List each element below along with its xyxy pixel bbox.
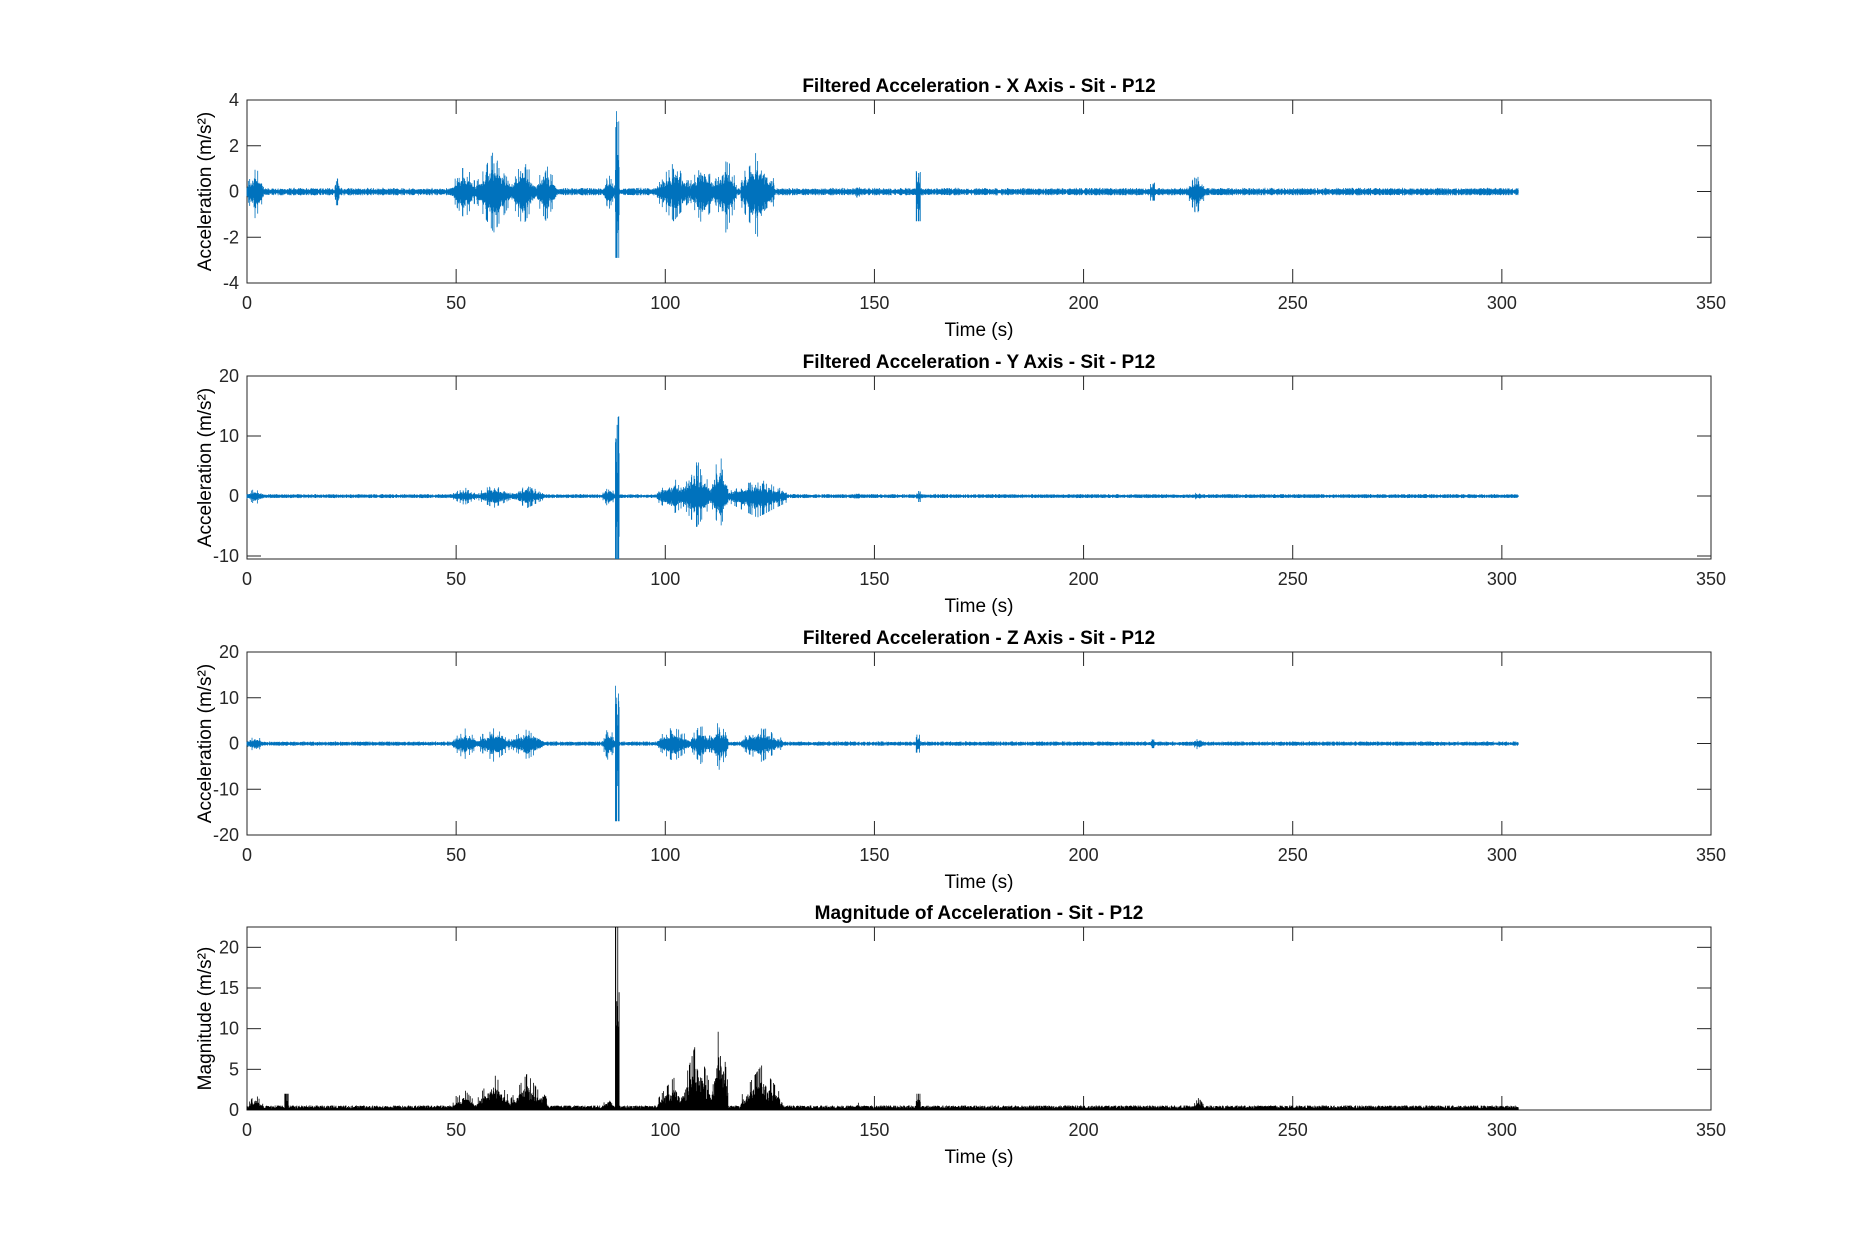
subplot-title: Filtered Acceleration - X Axis - Sit - P… — [802, 76, 1155, 97]
subplot-x-axis: Filtered Acceleration - X Axis - Sit - P… — [195, 76, 1726, 341]
y-tick-label: 5 — [229, 1059, 239, 1079]
x-tick-label: 150 — [859, 845, 889, 865]
plot-area — [246, 926, 1712, 1111]
y-tick-label: -2 — [223, 227, 239, 247]
x-tick-label: 250 — [1278, 569, 1308, 589]
x-tick-label: 100 — [650, 845, 680, 865]
x-tick-label: 350 — [1696, 1120, 1726, 1140]
x-tick-label: 250 — [1278, 845, 1308, 865]
y-tick-label: 20 — [219, 642, 239, 662]
x-tick-label: 50 — [446, 569, 466, 589]
x-tick-label: 200 — [1069, 845, 1099, 865]
subplot-magnitude: Magnitude of Acceleration - Sit - P12 Ma… — [195, 903, 1726, 1168]
y-axis-label: Magnitude (m/s²) — [195, 947, 216, 1091]
y-tick-label: 4 — [229, 90, 239, 110]
y-tick-label: -20 — [213, 825, 239, 845]
x-tick-label: 50 — [446, 293, 466, 313]
y-tick-label: 0 — [229, 182, 239, 202]
y-axis-label: Acceleration (m/s²) — [195, 664, 216, 823]
x-tick-label: 0 — [242, 293, 252, 313]
x-tick-label: 350 — [1696, 569, 1726, 589]
x-tick-label: 100 — [650, 293, 680, 313]
x-tick-label: 250 — [1278, 1120, 1308, 1140]
x-tick-label: 150 — [859, 293, 889, 313]
subplot-title: Filtered Acceleration - Y Axis - Sit - P… — [803, 352, 1156, 373]
x-tick-label: 50 — [446, 1120, 466, 1140]
x-tick-label: 200 — [1069, 293, 1099, 313]
series-line — [246, 111, 1519, 258]
y-tick-label: -10 — [213, 546, 239, 566]
x-axis-label: Time (s) — [945, 872, 1014, 893]
x-axis-label: Time (s) — [945, 1147, 1014, 1168]
y-tick-label: 20 — [219, 366, 239, 386]
y-tick-label: 0 — [229, 734, 239, 754]
ticks-layer: 0 50 100 150 200 250 300 350 -20 -10 0 10 20 — [213, 642, 1726, 865]
series-line — [246, 927, 1519, 1110]
y-axis-label: Acceleration (m/s²) — [195, 112, 216, 271]
ticks-layer: 0 50 100 150 200 250 300 350 -4 -2 0 2 4 — [223, 90, 1726, 313]
x-tick-label: 50 — [446, 845, 466, 865]
x-tick-label: 150 — [859, 1120, 889, 1140]
x-axis-label: Time (s) — [945, 320, 1014, 341]
y-tick-label: 2 — [229, 136, 239, 156]
plot-area — [246, 375, 1712, 560]
y-tick-label: -4 — [223, 273, 239, 293]
y-tick-label: 10 — [219, 426, 239, 446]
x-tick-label: 300 — [1487, 1120, 1517, 1140]
series-line — [246, 685, 1519, 822]
x-tick-label: 0 — [242, 845, 252, 865]
subplot-z-axis: Filtered Acceleration - Z Axis - Sit - P… — [195, 628, 1726, 893]
y-tick-label: -10 — [213, 779, 239, 799]
x-tick-label: 150 — [859, 569, 889, 589]
x-tick-label: 0 — [242, 1120, 252, 1140]
x-tick-label: 350 — [1696, 293, 1726, 313]
subplot-title: Magnitude of Acceleration - Sit - P12 — [815, 903, 1144, 924]
subplot-y-axis: Filtered Acceleration - Y Axis - Sit - P… — [195, 352, 1726, 617]
y-tick-label: 15 — [219, 978, 239, 998]
x-tick-label: 0 — [242, 569, 252, 589]
x-tick-label: 250 — [1278, 293, 1308, 313]
x-tick-label: 300 — [1487, 293, 1517, 313]
y-tick-label: 0 — [229, 486, 239, 506]
x-tick-label: 200 — [1069, 1120, 1099, 1140]
y-tick-label: 0 — [229, 1100, 239, 1120]
series-line — [246, 416, 1519, 559]
y-tick-label: 10 — [219, 1019, 239, 1039]
x-axis-label: Time (s) — [945, 596, 1014, 617]
x-tick-label: 300 — [1487, 569, 1517, 589]
x-tick-label: 300 — [1487, 845, 1517, 865]
y-axis-label: Acceleration (m/s²) — [195, 388, 216, 547]
ticks-layer: 0 50 100 150 200 250 300 350 0 5 10 15 20 — [219, 927, 1726, 1140]
x-tick-label: 100 — [650, 1120, 680, 1140]
x-tick-label: 350 — [1696, 845, 1726, 865]
y-tick-label: 20 — [219, 937, 239, 957]
y-tick-label: 10 — [219, 688, 239, 708]
x-tick-label: 100 — [650, 569, 680, 589]
subplot-title: Filtered Acceleration - Z Axis - Sit - P… — [803, 628, 1155, 649]
x-tick-label: 200 — [1069, 569, 1099, 589]
